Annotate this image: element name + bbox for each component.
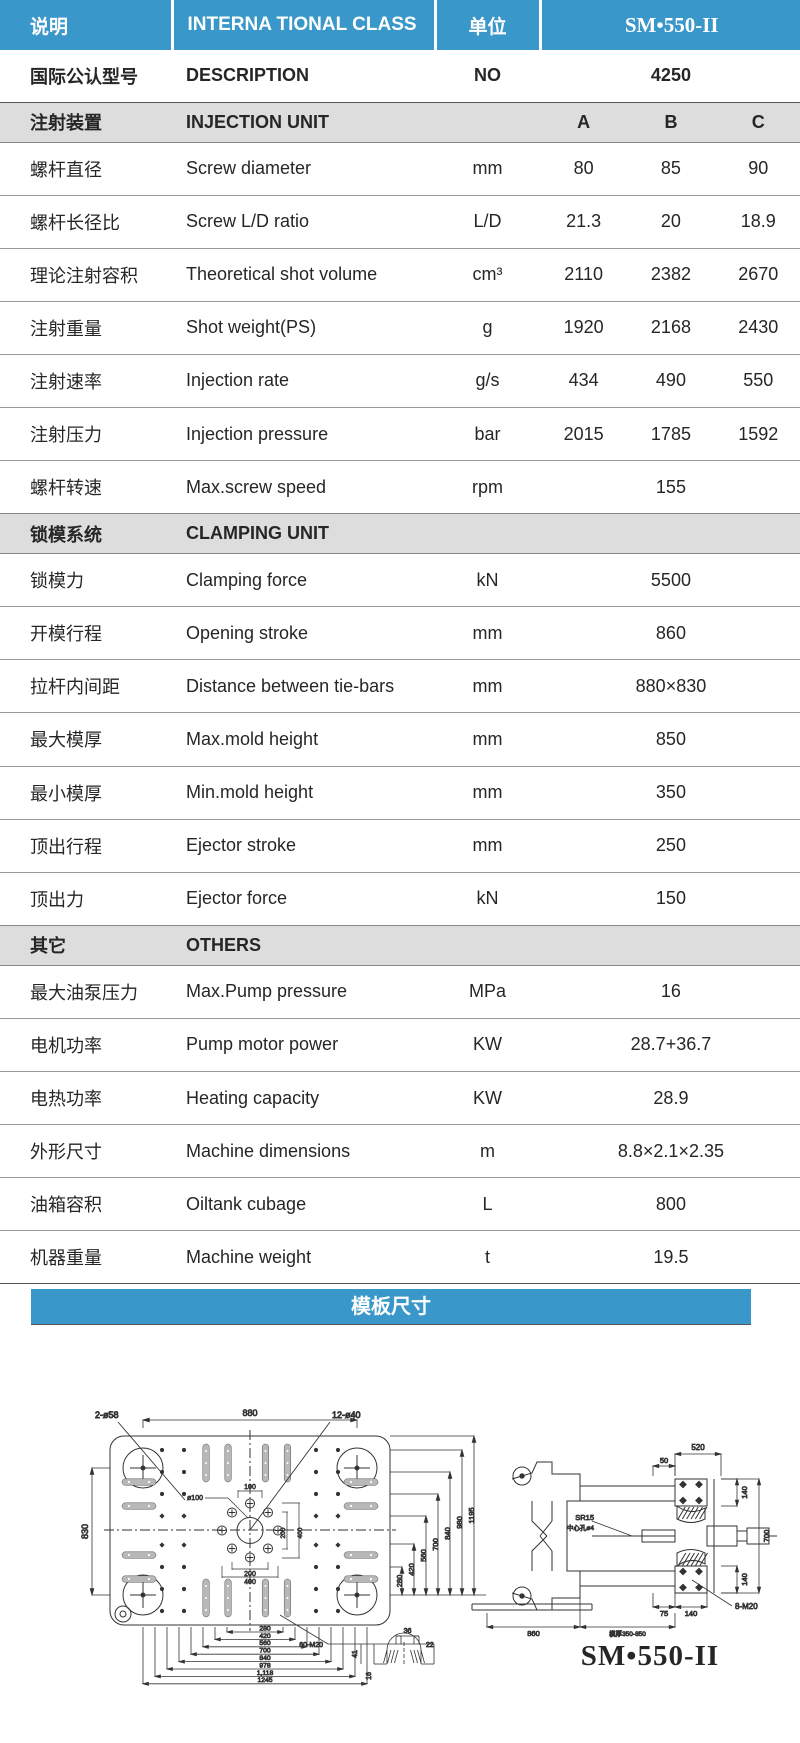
svg-text:60-M20: 60-M20 <box>299 1642 323 1649</box>
svg-text:880: 880 <box>242 1408 257 1418</box>
svg-text:700: 700 <box>762 1530 771 1543</box>
svg-text:560: 560 <box>419 1549 428 1562</box>
svg-text:140: 140 <box>740 1486 749 1499</box>
svg-text:560: 560 <box>259 1640 271 1647</box>
svg-text:280: 280 <box>259 1625 271 1632</box>
svg-text:980: 980 <box>455 1516 464 1529</box>
svg-text:830: 830 <box>80 1524 90 1539</box>
svg-text:400: 400 <box>244 1579 256 1586</box>
svg-text:420: 420 <box>407 1563 416 1576</box>
svg-text:400: 400 <box>297 1527 304 1538</box>
svg-text:2-ø58: 2-ø58 <box>95 1410 119 1420</box>
svg-text:280: 280 <box>395 1575 404 1588</box>
svg-text:978: 978 <box>259 1662 271 1669</box>
svg-text:50: 50 <box>660 1456 668 1465</box>
svg-text:700: 700 <box>431 1538 440 1551</box>
svg-text:中心孔ø4: 中心孔ø4 <box>567 1523 594 1532</box>
svg-text:200: 200 <box>280 1527 287 1538</box>
svg-text:SR15: SR15 <box>575 1513 594 1522</box>
svg-text:140: 140 <box>685 1609 698 1618</box>
svg-text:75: 75 <box>660 1609 668 1618</box>
svg-text:1245: 1245 <box>257 1677 272 1684</box>
svg-text:41: 41 <box>352 1650 359 1658</box>
svg-text:860: 860 <box>527 1629 540 1638</box>
svg-text:1,118: 1,118 <box>257 1670 274 1677</box>
svg-text:840: 840 <box>443 1527 452 1540</box>
svg-text:420: 420 <box>259 1633 271 1640</box>
svg-text:520: 520 <box>691 1443 705 1452</box>
svg-text:ø100: ø100 <box>187 1495 203 1502</box>
svg-text:模厚350-850: 模厚350-850 <box>609 1629 646 1638</box>
svg-text:140: 140 <box>740 1573 749 1586</box>
svg-text:8-M20: 8-M20 <box>735 1602 758 1611</box>
svg-text:22: 22 <box>426 1642 434 1649</box>
svg-text:16: 16 <box>366 1672 373 1680</box>
svg-text:840: 840 <box>259 1655 271 1662</box>
svg-text:12-ø40: 12-ø40 <box>332 1410 361 1420</box>
svg-text:1195: 1195 <box>467 1507 476 1523</box>
svg-text:700: 700 <box>259 1648 271 1655</box>
svg-text:100: 100 <box>244 1484 256 1491</box>
